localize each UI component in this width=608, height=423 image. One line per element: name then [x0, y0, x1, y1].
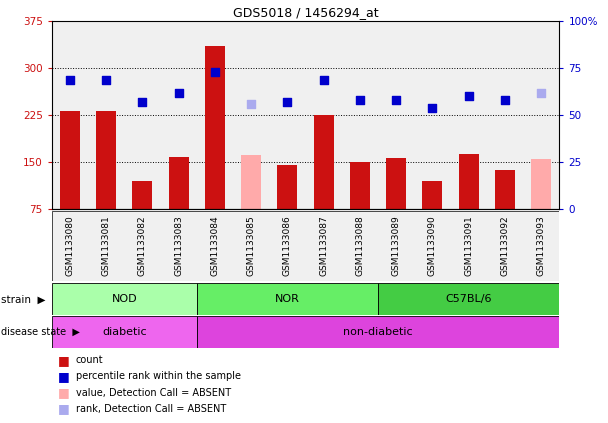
Text: ■: ■	[58, 354, 70, 367]
Text: GSM1133090: GSM1133090	[428, 215, 437, 276]
Bar	[241, 155, 261, 209]
Text: GSM1133080: GSM1133080	[65, 215, 74, 276]
Text: GSM1133082: GSM1133082	[138, 215, 147, 276]
Bar	[423, 181, 443, 209]
Text: NOR: NOR	[275, 294, 300, 304]
Point	[427, 104, 437, 111]
Bar	[314, 115, 334, 209]
Text: GSM1133086: GSM1133086	[283, 215, 292, 276]
Point	[536, 89, 546, 96]
Text: value, Detection Call = ABSENT: value, Detection Call = ABSENT	[76, 387, 231, 398]
Point	[392, 97, 401, 104]
Bar	[458, 154, 478, 209]
Text: GSM1133087: GSM1133087	[319, 215, 328, 276]
Bar	[531, 159, 551, 209]
Point	[355, 97, 365, 104]
Text: strain  ▶: strain ▶	[1, 294, 46, 304]
Bar	[277, 165, 297, 209]
Point	[283, 99, 292, 105]
Point	[210, 69, 219, 75]
Text: GSM1133083: GSM1133083	[174, 215, 183, 276]
Text: GSM1133089: GSM1133089	[392, 215, 401, 276]
Bar	[52, 316, 197, 348]
Text: non-diabetic: non-diabetic	[344, 327, 413, 337]
Text: ■: ■	[58, 386, 70, 399]
Text: ■: ■	[58, 402, 70, 415]
Text: GSM1133092: GSM1133092	[500, 215, 510, 276]
Point	[101, 76, 111, 83]
Text: GSM1133091: GSM1133091	[464, 215, 473, 276]
Text: diabetic: diabetic	[102, 327, 147, 337]
Bar	[60, 111, 80, 209]
Point	[319, 76, 328, 83]
Bar	[96, 111, 116, 209]
Bar	[495, 170, 515, 209]
Text: disease state  ▶: disease state ▶	[1, 327, 80, 337]
Point	[246, 101, 256, 107]
Text: GSM1133085: GSM1133085	[247, 215, 255, 276]
Bar	[386, 158, 406, 209]
Point	[174, 89, 184, 96]
Text: C57BL/6: C57BL/6	[446, 294, 492, 304]
Point	[65, 76, 75, 83]
Bar	[52, 283, 197, 315]
Text: GSM1133093: GSM1133093	[537, 215, 546, 276]
Text: count: count	[76, 355, 103, 365]
Bar	[168, 157, 188, 209]
Point	[137, 99, 147, 105]
Text: GSM1133081: GSM1133081	[102, 215, 111, 276]
Point	[500, 97, 510, 104]
Bar	[350, 162, 370, 209]
Point	[464, 93, 474, 100]
Text: GSM1133084: GSM1133084	[210, 215, 219, 276]
Bar	[197, 283, 378, 315]
Bar	[205, 46, 225, 209]
Text: percentile rank within the sample: percentile rank within the sample	[76, 371, 241, 382]
Text: rank, Detection Call = ABSENT: rank, Detection Call = ABSENT	[76, 404, 226, 414]
Bar	[197, 316, 559, 348]
Bar	[378, 283, 559, 315]
Bar	[52, 212, 559, 281]
Text: ■: ■	[58, 370, 70, 383]
Bar	[133, 181, 153, 209]
Text: NOD: NOD	[111, 294, 137, 304]
Text: GSM1133088: GSM1133088	[356, 215, 364, 276]
Title: GDS5018 / 1456294_at: GDS5018 / 1456294_at	[233, 5, 378, 19]
